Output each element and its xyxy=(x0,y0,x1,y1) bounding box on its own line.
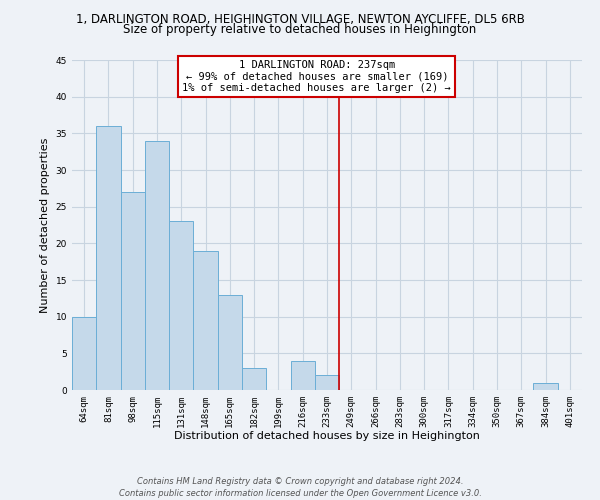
Bar xyxy=(242,368,266,390)
Text: Contains HM Land Registry data © Crown copyright and database right 2024.
Contai: Contains HM Land Registry data © Crown c… xyxy=(119,476,481,498)
Bar xyxy=(72,316,96,390)
Bar xyxy=(145,140,169,390)
X-axis label: Distribution of detached houses by size in Heighington: Distribution of detached houses by size … xyxy=(174,432,480,442)
Bar xyxy=(218,294,242,390)
Text: Size of property relative to detached houses in Heighington: Size of property relative to detached ho… xyxy=(124,22,476,36)
Bar xyxy=(121,192,145,390)
Text: 1, DARLINGTON ROAD, HEIGHINGTON VILLAGE, NEWTON AYCLIFFE, DL5 6RB: 1, DARLINGTON ROAD, HEIGHINGTON VILLAGE,… xyxy=(76,12,524,26)
Bar xyxy=(193,250,218,390)
Bar xyxy=(169,222,193,390)
Bar xyxy=(533,382,558,390)
Y-axis label: Number of detached properties: Number of detached properties xyxy=(40,138,50,312)
Bar xyxy=(315,376,339,390)
Text: 1 DARLINGTON ROAD: 237sqm
← 99% of detached houses are smaller (169)
1% of semi-: 1 DARLINGTON ROAD: 237sqm ← 99% of detac… xyxy=(182,60,451,93)
Bar xyxy=(96,126,121,390)
Bar xyxy=(290,360,315,390)
